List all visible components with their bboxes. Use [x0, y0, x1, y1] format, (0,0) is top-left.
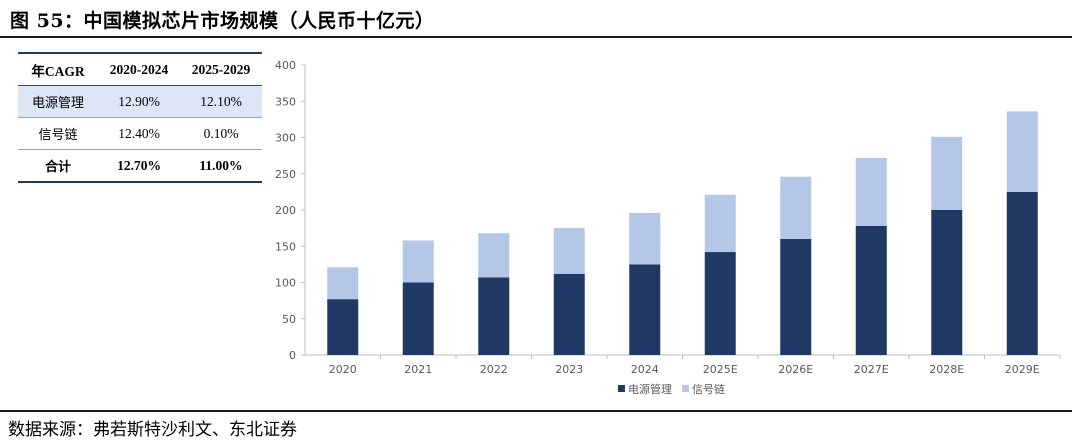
bar-power-management	[704, 252, 736, 355]
table-header-row: 年CAGR 2020-2024 2025-2029	[18, 52, 262, 86]
bar-signal-chain	[402, 240, 434, 283]
y-tick-label: 250	[275, 168, 296, 181]
bar-power-management	[780, 239, 812, 355]
bar-signal-chain	[478, 233, 510, 278]
bar-power-management	[855, 225, 887, 355]
bar-power-management	[931, 210, 963, 355]
x-tick-label: 2023	[555, 363, 583, 376]
cagr-value: 12.40%	[98, 117, 180, 150]
y-tick-label: 150	[275, 240, 296, 253]
bar-power-management	[1006, 191, 1038, 355]
table-header-cell: 年CAGR	[18, 52, 98, 86]
table-row: 电源管理 12.90% 12.10%	[18, 85, 262, 118]
bar-power-management	[553, 273, 585, 355]
bar-power-management	[327, 299, 359, 355]
bar-power-management	[629, 264, 661, 355]
table-header-cell: 2025-2029	[180, 52, 262, 86]
chart-title: 图 55：中国模拟芯片市场规模（人民币十亿元）	[10, 10, 435, 32]
cagr-value: 11.00%	[180, 149, 262, 183]
bar-chart: 0 50 100 150 200 250 300 350 400 2020 2021 2022 2023…	[275, 59, 1061, 396]
bar-signal-chain	[855, 157, 887, 226]
cagr-value: 12.10%	[180, 85, 262, 118]
bar-power-management	[402, 282, 434, 355]
row-name: 合计	[18, 149, 98, 183]
cagr-table: 年CAGR 2020-2024 2025-2029 电源管理 12.90% 12…	[18, 52, 262, 183]
table-header-cell: 2020-2024	[98, 52, 180, 86]
x-tick-label: 2029E	[1005, 363, 1040, 376]
cagr-value: 12.90%	[98, 85, 180, 118]
y-tick-label: 350	[275, 95, 296, 108]
bottom-rule	[0, 410, 1072, 412]
y-tick-label: 100	[275, 277, 296, 290]
x-tick-label: 2022	[480, 363, 508, 376]
cagr-value: 0.10%	[180, 117, 262, 150]
cagr-value: 12.70%	[98, 149, 180, 183]
x-tick-label: 2021	[404, 363, 432, 376]
legend-label: 电源管理	[628, 382, 672, 396]
bar-signal-chain	[1006, 111, 1038, 192]
x-tick-label: 2027E	[854, 363, 889, 376]
x-tick-label: 2020	[329, 363, 357, 376]
bar-signal-chain	[931, 136, 963, 210]
y-tick-label: 0	[289, 349, 296, 362]
x-tick-label: 2024	[631, 363, 659, 376]
y-tick-label: 200	[275, 204, 296, 217]
bar-power-management	[478, 277, 510, 355]
bar-signal-chain	[629, 212, 661, 265]
legend-swatch-signal	[682, 385, 689, 392]
y-tick-label: 300	[275, 132, 296, 145]
bar-signal-chain	[327, 267, 359, 300]
bar-signal-chain	[553, 228, 585, 274]
x-tick-label: 2028E	[929, 363, 964, 376]
x-tick-label: 2025E	[703, 363, 738, 376]
table-total-row: 合计 12.70% 11.00%	[18, 149, 262, 183]
y-tick-label: 400	[275, 59, 296, 72]
x-tick-label: 2026E	[778, 363, 813, 376]
y-tick-label: 50	[282, 313, 296, 326]
bar-signal-chain	[704, 194, 736, 253]
row-name: 信号链	[18, 117, 98, 150]
row-name: 电源管理	[18, 85, 98, 118]
source-note: 数据来源：弗若斯特沙利文、东北证券	[8, 420, 297, 440]
table-row: 信号链 12.40% 0.10%	[18, 117, 262, 150]
legend-label: 信号链	[692, 382, 725, 396]
bar-signal-chain	[780, 176, 812, 239]
top-rule	[0, 36, 1072, 38]
legend-swatch-power	[618, 385, 625, 392]
